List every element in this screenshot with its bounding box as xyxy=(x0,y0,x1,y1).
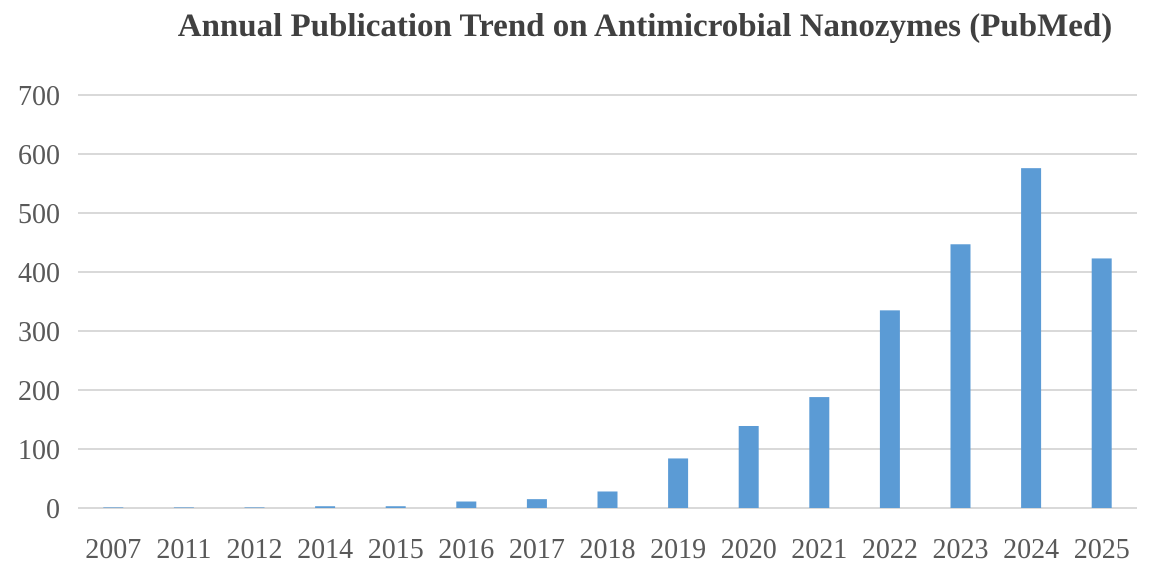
x-tick-label: 2019 xyxy=(650,534,706,565)
bar-2021 xyxy=(809,397,830,508)
x-tick-label: 2012 xyxy=(227,534,283,565)
y-tick-label: 600 xyxy=(18,140,60,171)
x-tick-label: 2011 xyxy=(156,534,211,565)
bar-2012 xyxy=(244,507,265,508)
bar-2025 xyxy=(1091,258,1112,508)
bars xyxy=(103,168,1112,508)
x-tick-label: 2015 xyxy=(368,534,424,565)
bar-2016 xyxy=(456,501,477,508)
bar-2011 xyxy=(173,507,194,508)
x-tick-label: 2007 xyxy=(85,534,141,565)
bar-2017 xyxy=(526,499,547,508)
bar-2018 xyxy=(597,491,618,508)
y-tick-label: 400 xyxy=(18,258,60,289)
y-tick-label: 100 xyxy=(18,435,60,466)
x-tick-label: 2014 xyxy=(297,534,353,565)
bar-2019 xyxy=(668,458,689,508)
y-tick-label: 300 xyxy=(18,317,60,348)
y-axis-ticks: 0 100 200 300 400 500 600 700 xyxy=(18,81,60,525)
bar-2022 xyxy=(879,310,900,508)
y-tick-label: 200 xyxy=(18,376,60,407)
x-tick-label: 2022 xyxy=(862,534,918,565)
bar-2015 xyxy=(385,506,406,508)
y-tick-label: 700 xyxy=(18,81,60,112)
x-tick-label: 2018 xyxy=(580,534,636,565)
x-tick-label: 2016 xyxy=(438,534,494,565)
y-tick-label: 500 xyxy=(18,199,60,230)
y-tick-label: 0 xyxy=(46,494,60,525)
x-axis-ticks: 2007 2011 2012 2014 2015 2016 2017 2018 2019 2020… xyxy=(85,534,1129,565)
bar-2014 xyxy=(315,506,336,508)
x-tick-label: 2020 xyxy=(721,534,777,565)
gridlines xyxy=(78,94,1137,509)
x-tick-label: 2023 xyxy=(933,534,989,565)
chart-title: Annual Publication Trend on Antimicrobia… xyxy=(177,8,1113,44)
bar-2007 xyxy=(103,507,124,508)
bar-2023 xyxy=(950,244,971,508)
bar-2024 xyxy=(1021,168,1042,508)
x-tick-label: 2024 xyxy=(1003,534,1059,565)
x-tick-label: 2017 xyxy=(509,534,565,565)
x-tick-label: 2021 xyxy=(791,534,847,565)
bar-2020 xyxy=(738,425,759,508)
x-tick-label: 2025 xyxy=(1074,534,1130,565)
